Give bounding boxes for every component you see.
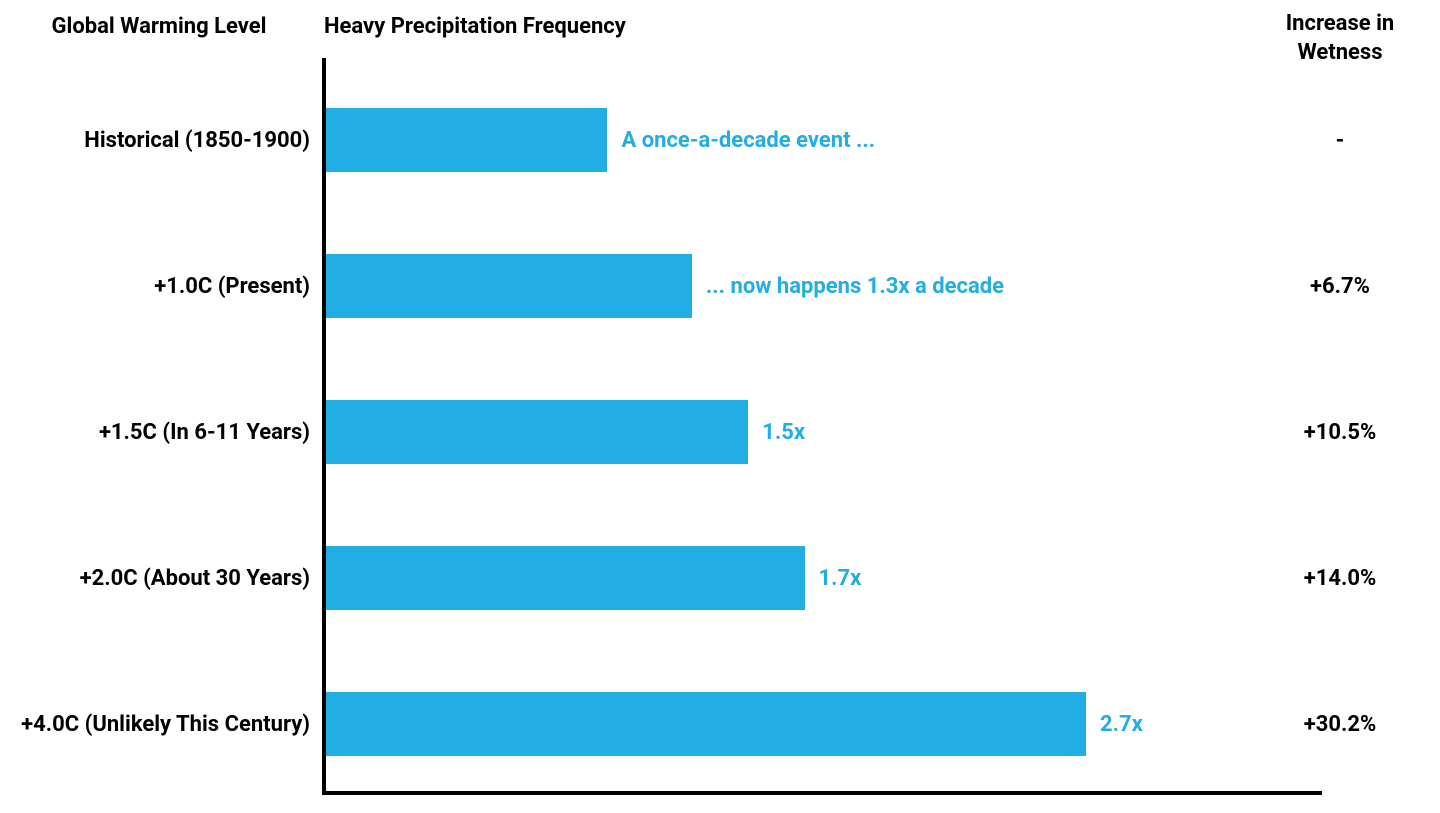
header-row: Global Warming Level Heavy Precipitation…	[0, 10, 1440, 70]
warming-level-label: +2.0C (About 30 Years)	[0, 566, 310, 591]
frequency-bar	[326, 108, 607, 172]
chart-row: +1.5C (In 6-11 Years) 1.5x +10.5%	[0, 400, 1440, 464]
wetness-value: +14.0%	[1260, 566, 1420, 591]
bar-annotation: 2.7x	[1100, 712, 1143, 737]
chart-row: +4.0C (Unlikely This Century) 2.7x +30.2%	[0, 692, 1440, 756]
frequency-bar	[326, 692, 1086, 756]
bar-annotation: A once-a-decade event ...	[621, 128, 875, 153]
frequency-bar	[326, 254, 692, 318]
column-header-increase-in-wetness: Increase in Wetness	[1260, 10, 1420, 67]
frequency-bar	[326, 400, 748, 464]
bar-annotation: 1.5x	[762, 420, 805, 445]
chart-row: Historical (1850-1900) A once-a-decade ev…	[0, 108, 1440, 172]
wetness-value: +10.5%	[1260, 420, 1420, 445]
warming-level-label: Historical (1850-1900)	[0, 128, 310, 153]
warming-level-label: +4.0C (Unlikely This Century)	[0, 712, 310, 737]
warming-level-label: +1.5C (In 6-11 Years)	[0, 420, 310, 445]
column-header-precipitation-frequency: Heavy Precipitation Frequency	[324, 14, 626, 39]
chart-row: +2.0C (About 30 Years) 1.7x +14.0%	[0, 546, 1440, 610]
wetness-value: -	[1260, 128, 1420, 153]
column-header-warming-level: Global Warming Level	[0, 14, 318, 39]
x-axis-line	[322, 791, 1322, 795]
warming-level-label: +1.0C (Present)	[0, 274, 310, 299]
wetness-value: +6.7%	[1260, 274, 1420, 299]
frequency-bar	[326, 546, 805, 610]
bar-annotation: 1.7x	[819, 566, 862, 591]
chart-row: +1.0C (Present) ... now happens 1.3x a de…	[0, 254, 1440, 318]
bar-chart: Global Warming Level Heavy Precipitation…	[0, 0, 1440, 813]
bar-annotation: ... now happens 1.3x a decade	[706, 274, 1004, 299]
wetness-value: +30.2%	[1260, 712, 1420, 737]
